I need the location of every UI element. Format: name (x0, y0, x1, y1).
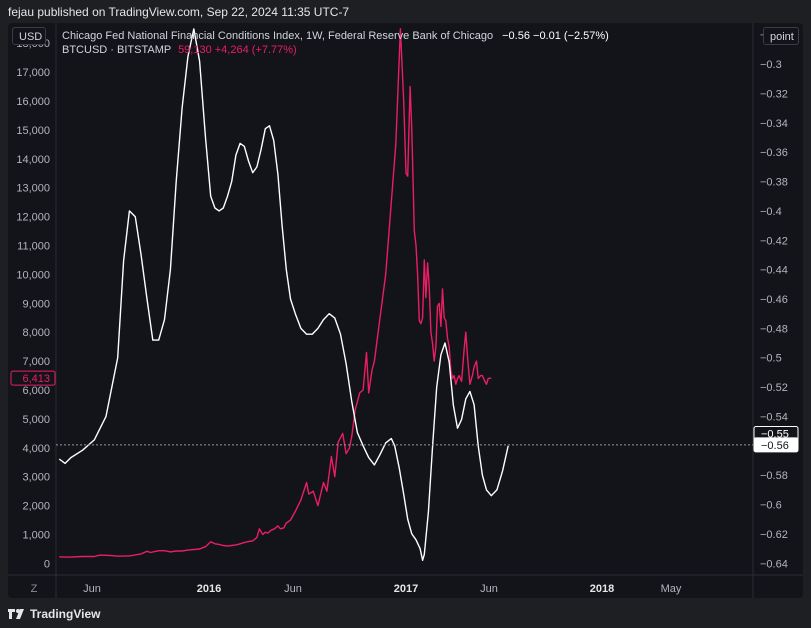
time-axis-tick-label: Jun (83, 583, 101, 595)
right-axis-tick-label: −0.58 (760, 470, 788, 482)
auto-scale-label: Z (30, 583, 38, 595)
scale-mode-label: point (770, 31, 794, 43)
tradingview-logo-icon (8, 609, 24, 619)
series-layer (58, 28, 509, 561)
left-axis-tick-label: 15,000 (16, 125, 50, 137)
legend-nfci-name: Chicago Fed National Financial Condition… (62, 30, 494, 42)
right-axis-tick-label: −0.52 (760, 382, 788, 394)
legend-nfci-values: −0.56 −0.01 (−2.57%) (502, 30, 609, 42)
page-footer: TradingView (0, 600, 811, 628)
left-axis-tick-label: 7,000 (22, 356, 50, 368)
price-marker-label: −0.56 (761, 440, 789, 452)
auto-scale-button[interactable]: Z (26, 580, 42, 598)
right-axis-tick-label: −0.38 (760, 177, 788, 189)
nfci-line[interactable] (58, 28, 509, 561)
left-axis: 0 1,000 2,000 3,000 4,000 5,000 6,000 7,000 8,00… (16, 38, 50, 570)
page-header: fejau published on TradingView.com, Sep … (0, 0, 811, 24)
left-axis-tick-label: 16,000 (16, 96, 50, 108)
right-axis-tick-label: −0.46 (760, 294, 788, 306)
left-axis-tick-label: 2,000 (22, 501, 50, 513)
left-axis-price-marker: 6,413 (10, 370, 56, 386)
time-axis[interactable]: Jun 2016 Jun 2017 Jun 2018 May (83, 583, 682, 595)
right-axis-tick-label: −0.4 (760, 206, 782, 218)
right-axis-tick-label: −0.54 (760, 411, 788, 423)
right-axis: −0.28−0.3−0.32−0.34−0.36−0.38−0.4−0.42−0… (760, 30, 788, 571)
price-markers: −0.55−0.566,413 (10, 370, 799, 453)
right-axis-tick-label: −0.64 (760, 558, 788, 570)
publisher-text: fejau published on TradingView.com, Sep … (8, 5, 350, 19)
left-axis-tick-label: 11,000 (17, 241, 50, 253)
legend-row-btc[interactable]: BTCUSD · BITSTAMP 59,130 +4,264 (+7.77%) (62, 43, 609, 57)
legend-row-nfci[interactable]: Chicago Fed National Financial Condition… (62, 29, 609, 43)
right-axis-tick-label: −0.42 (760, 235, 788, 247)
left-axis-tick-label: 8,000 (22, 327, 50, 339)
chart-pane[interactable]: 0 1,000 2,000 3,000 4,000 5,000 6,000 7,000 8,00… (8, 23, 803, 598)
time-axis-tick-label: 2017 (394, 583, 418, 595)
right-axis-tick-label: −0.6 (760, 500, 782, 512)
left-axis-tick-label: 17,000 (16, 67, 50, 79)
left-axis-tick-label: 1,000 (22, 530, 50, 542)
time-axis-tick-label: Jun (284, 583, 302, 595)
left-axis-tick-label: 0 (44, 558, 50, 570)
chart-svg[interactable]: 0 1,000 2,000 3,000 4,000 5,000 6,000 7,000 8,00… (8, 23, 803, 598)
right-axis-tick-label: −0.32 (760, 88, 788, 100)
left-axis-tick-label: 9,000 (22, 298, 50, 310)
time-axis-tick-label: 2016 (197, 583, 221, 595)
time-axis-tick-label: 2018 (590, 583, 614, 595)
currency-button[interactable]: USD (12, 27, 46, 45)
right-axis-tick-label: −0.3 (760, 59, 782, 71)
chart-legend: Chicago Fed National Financial Condition… (62, 29, 609, 57)
time-axis-tick-label: Jun (480, 583, 498, 595)
right-axis-tick-label: −0.36 (760, 147, 788, 159)
right-axis-tick-label: −0.62 (760, 529, 788, 541)
btc-price-line[interactable] (59, 28, 492, 558)
btc-marker-box (10, 370, 56, 386)
footer-brand: TradingView (30, 607, 101, 621)
legend-btc-values: 59,130 +4,264 (+7.77%) (178, 44, 297, 56)
currency-label: USD (19, 31, 43, 43)
right-axis-tick-label: −0.5 (760, 353, 782, 365)
scale-mode-button[interactable]: point (763, 27, 799, 45)
left-axis-tick-label: 6,000 (22, 385, 50, 397)
right-axis-tick-label: −0.34 (760, 118, 788, 130)
left-axis-tick-label: 5,000 (22, 414, 50, 426)
legend-btc-name: BTCUSD · BITSTAMP (62, 44, 171, 56)
right-axis-tick-label: −0.44 (760, 265, 788, 277)
left-axis-tick-label: 12,000 (16, 212, 50, 224)
right-axis-price-marker: −0.56 (753, 437, 799, 453)
left-axis-tick-label: 10,000 (16, 269, 50, 281)
left-axis-tick-label: 14,000 (16, 154, 50, 166)
time-axis-tick-label: May (661, 583, 682, 595)
left-axis-tick-label: 13,000 (16, 183, 50, 195)
left-axis-tick-label: 4,000 (22, 443, 50, 455)
right-axis-tick-label: −0.48 (760, 323, 788, 335)
price-marker-box (753, 437, 799, 453)
left-axis-tick-label: 3,000 (22, 472, 50, 484)
btc-marker-label: 6,413 (22, 373, 50, 385)
